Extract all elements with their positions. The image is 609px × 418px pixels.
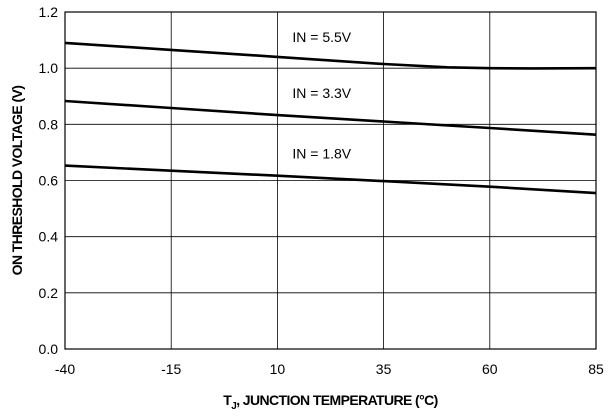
x-tick-label: -15 (161, 361, 181, 377)
x-axis-title-rest: , JUNCTION TEMPERATURE (°C) (236, 392, 437, 408)
series-line-1 (64, 41, 597, 70)
x-tick-label: 85 (588, 361, 604, 377)
series-lines (64, 41, 597, 195)
y-tick-label: 0.4 (39, 229, 59, 245)
y-tick-label: 1.2 (39, 4, 59, 20)
series-line-2 (64, 99, 597, 136)
grid-lines (64, 11, 597, 350)
y-tick-label: 1.0 (39, 60, 59, 76)
x-tick-label: -40 (55, 361, 75, 377)
y-tick-label: 0.6 (39, 173, 59, 189)
y-tick-label: 0.8 (39, 116, 59, 132)
x-tick-labels: -40 -15 10 35 60 85 (55, 361, 604, 377)
series-label-3: IN = 1.8V (292, 145, 351, 161)
series-label-2: IN = 3.3V (292, 85, 351, 101)
x-tick-label: 10 (270, 361, 286, 377)
series-label-1: IN = 5.5V (292, 29, 351, 45)
x-axis-title-subscript: J (231, 401, 236, 412)
y-tick-label: 0.2 (39, 285, 59, 301)
y-tick-label: 0.0 (39, 341, 59, 357)
y-axis-title: ON THRESHOLD VOLTAGE (V) (9, 86, 25, 276)
x-tick-label: 35 (376, 361, 392, 377)
x-tick-label: 60 (482, 361, 498, 377)
series-line-3 (64, 164, 597, 195)
x-axis-title-main: T (223, 392, 232, 408)
plot-frame (64, 11, 597, 350)
y-tick-labels: 0.0 0.2 0.4 0.6 0.8 1.0 1.2 (39, 4, 59, 357)
series-labels: IN = 5.5V IN = 3.3V IN = 1.8V (292, 29, 351, 162)
x-axis-title: TJ, JUNCTION TEMPERATURE (°C) (223, 392, 437, 412)
